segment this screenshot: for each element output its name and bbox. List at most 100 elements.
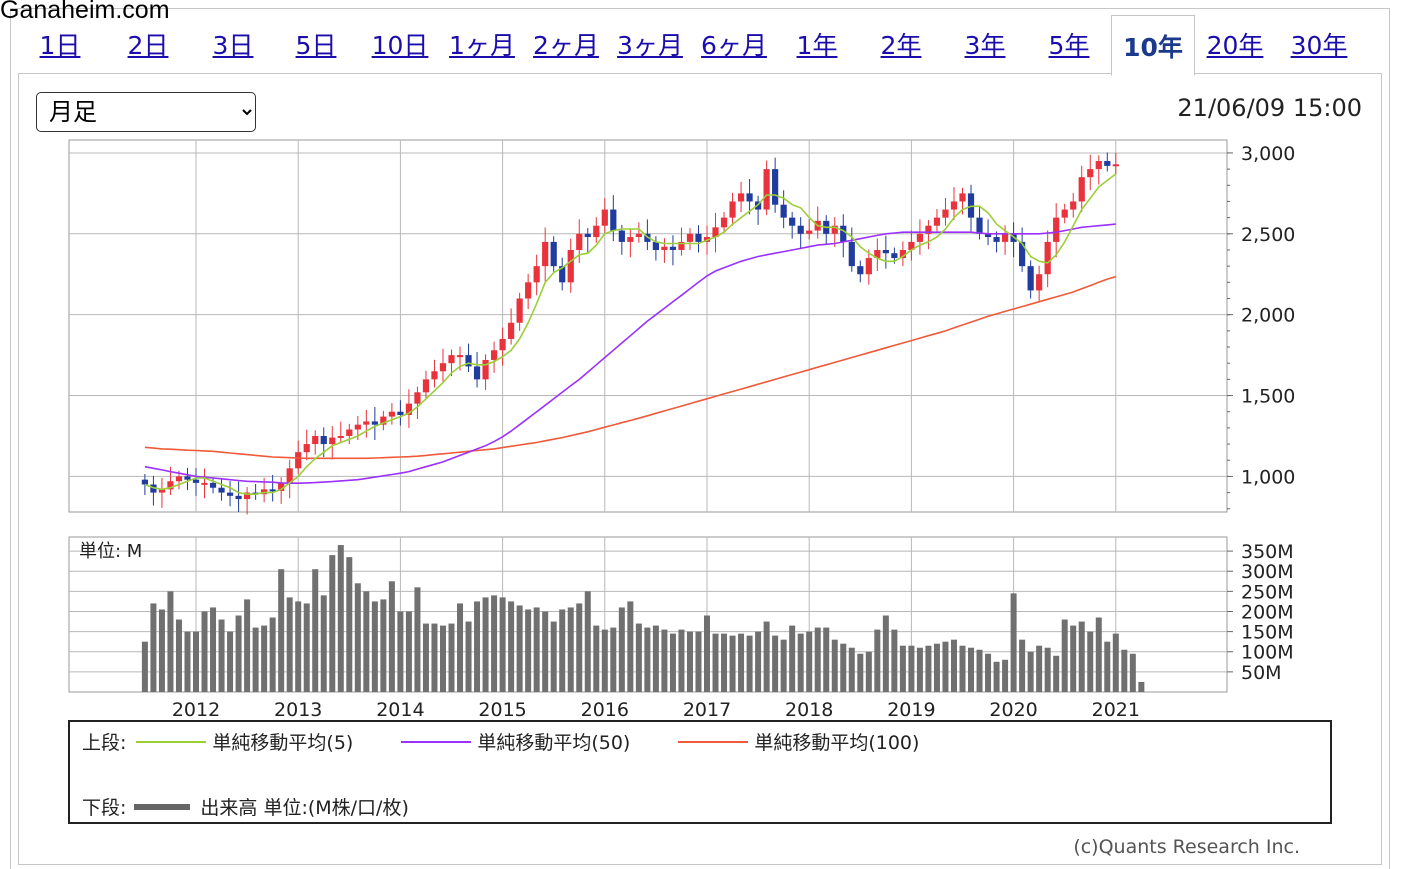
ma100-line xyxy=(144,275,1117,460)
volume-y-tick-label: 200M xyxy=(1241,601,1294,623)
volume-bar xyxy=(1121,649,1128,692)
volume-bar xyxy=(976,649,983,692)
candle-body xyxy=(1078,177,1085,202)
candle-body xyxy=(490,350,498,360)
candle-body xyxy=(925,225,932,234)
tab-1ヶ月[interactable]: 1ヶ月 xyxy=(449,31,515,60)
volume-bar xyxy=(806,631,813,692)
tab-30年[interactable]: 30年 xyxy=(1290,31,1348,60)
volume-bar xyxy=(865,651,872,692)
tab-5日[interactable]: 5日 xyxy=(295,31,337,60)
x-tick-label: 2018 xyxy=(785,699,833,721)
candle-body xyxy=(261,489,268,495)
tab-1日[interactable]: 1日 xyxy=(39,31,81,60)
candle-body xyxy=(354,424,361,430)
candle-body xyxy=(916,233,924,242)
tab-20年[interactable]: 20年 xyxy=(1206,31,1264,60)
volume-bar xyxy=(763,621,770,692)
volume-bar xyxy=(175,619,182,692)
candle-body xyxy=(1019,241,1026,267)
volume-bar xyxy=(916,647,923,692)
candle-body xyxy=(175,476,183,482)
candle-body xyxy=(576,233,583,250)
price-y-tick-label: 2,500 xyxy=(1241,224,1295,246)
candle-body xyxy=(363,421,370,425)
candle-body xyxy=(286,468,293,483)
tab-10日[interactable]: 10日 xyxy=(371,31,429,60)
x-tick-label: 2016 xyxy=(581,699,629,721)
volume-bar xyxy=(729,635,736,692)
tab-1年[interactable]: 1年 xyxy=(796,31,838,60)
candle-body xyxy=(337,435,344,438)
ma5-line xyxy=(144,173,1117,496)
legend-lower-row: 下段: 出来高 単位:(M株/口/枚) xyxy=(82,793,409,820)
candle-body xyxy=(584,233,591,238)
candle-body xyxy=(150,484,157,493)
volume-bar xyxy=(218,619,225,692)
candle-body xyxy=(1087,169,1094,178)
volume-bar xyxy=(491,595,498,692)
legend-line-swatch xyxy=(401,740,472,743)
candle-period-select[interactable]: 月足 xyxy=(36,92,256,132)
volume-bar xyxy=(891,629,898,692)
price-y-tick-label: 3,000 xyxy=(1241,143,1295,165)
price-y-tick-label: 2,000 xyxy=(1241,305,1295,327)
volume-bar xyxy=(499,597,506,692)
x-tick-label: 2013 xyxy=(274,699,322,721)
site-name: Ganaheim.com xyxy=(0,0,170,24)
candle-body xyxy=(942,209,949,218)
x-tick-label: 2014 xyxy=(376,699,424,721)
candle-body xyxy=(329,437,336,445)
volume-bar xyxy=(933,643,940,692)
candle-body xyxy=(184,476,191,480)
candle-body xyxy=(610,209,617,231)
candle-body xyxy=(192,479,200,483)
candle-body xyxy=(729,201,736,218)
volume-bar xyxy=(346,557,353,692)
volume-bar xyxy=(448,623,455,692)
period-tab-bar: 1日 2日 3日 5日 10日 1ヶ月 2ヶ月 3ヶ月 6ヶ月 1年 2年 3年 5年 10年 20年 30年 xyxy=(18,14,1380,76)
volume-bar xyxy=(686,631,693,692)
candle-body xyxy=(320,435,327,445)
volume-bar xyxy=(422,623,429,692)
tab-2年[interactable]: 2年 xyxy=(880,31,922,60)
tab-3日[interactable]: 3日 xyxy=(212,31,254,60)
volume-bar xyxy=(1002,659,1009,692)
tab-5年[interactable]: 5年 xyxy=(1048,31,1090,60)
candle-body xyxy=(533,266,540,283)
candle-body xyxy=(388,411,395,417)
candle-body xyxy=(235,495,242,500)
tab-3年[interactable]: 3年 xyxy=(964,31,1006,60)
price-y-tick-label: 1,500 xyxy=(1241,386,1295,408)
volume-bar xyxy=(635,623,642,692)
candle-body xyxy=(661,246,668,250)
candle-body xyxy=(686,233,694,242)
volume-bar xyxy=(848,647,855,692)
volume-bar xyxy=(244,599,251,692)
volume-bar xyxy=(533,607,540,692)
volume-bar xyxy=(337,545,344,692)
volume-bar xyxy=(823,627,830,692)
volume-bar xyxy=(985,653,992,692)
volume-bar xyxy=(431,623,438,692)
volume-bar xyxy=(797,633,804,692)
volume-y-tick-label: 50M xyxy=(1241,662,1282,684)
tab-2ヶ月[interactable]: 2ヶ月 xyxy=(533,31,599,60)
candle-body xyxy=(669,246,677,250)
tab-10年[interactable]: 10年 xyxy=(1111,15,1195,76)
volume-bar xyxy=(354,583,361,692)
tab-6ヶ月[interactable]: 6ヶ月 xyxy=(701,31,767,60)
candle-body xyxy=(908,241,915,250)
candle-body xyxy=(448,355,455,364)
tab-2日[interactable]: 2日 xyxy=(127,31,169,60)
legend-volume-swatch xyxy=(134,803,191,810)
tab-3ヶ月[interactable]: 3ヶ月 xyxy=(617,31,683,60)
volume-bar xyxy=(1129,653,1136,692)
candle-body xyxy=(618,230,625,242)
volume-bar xyxy=(1095,617,1102,692)
candle-body xyxy=(244,492,251,500)
candle-body xyxy=(899,249,906,259)
volume-bar xyxy=(721,633,728,692)
legend-item-label: 単純移動平均(100) xyxy=(754,732,920,754)
x-tick-label: 2012 xyxy=(172,699,220,721)
